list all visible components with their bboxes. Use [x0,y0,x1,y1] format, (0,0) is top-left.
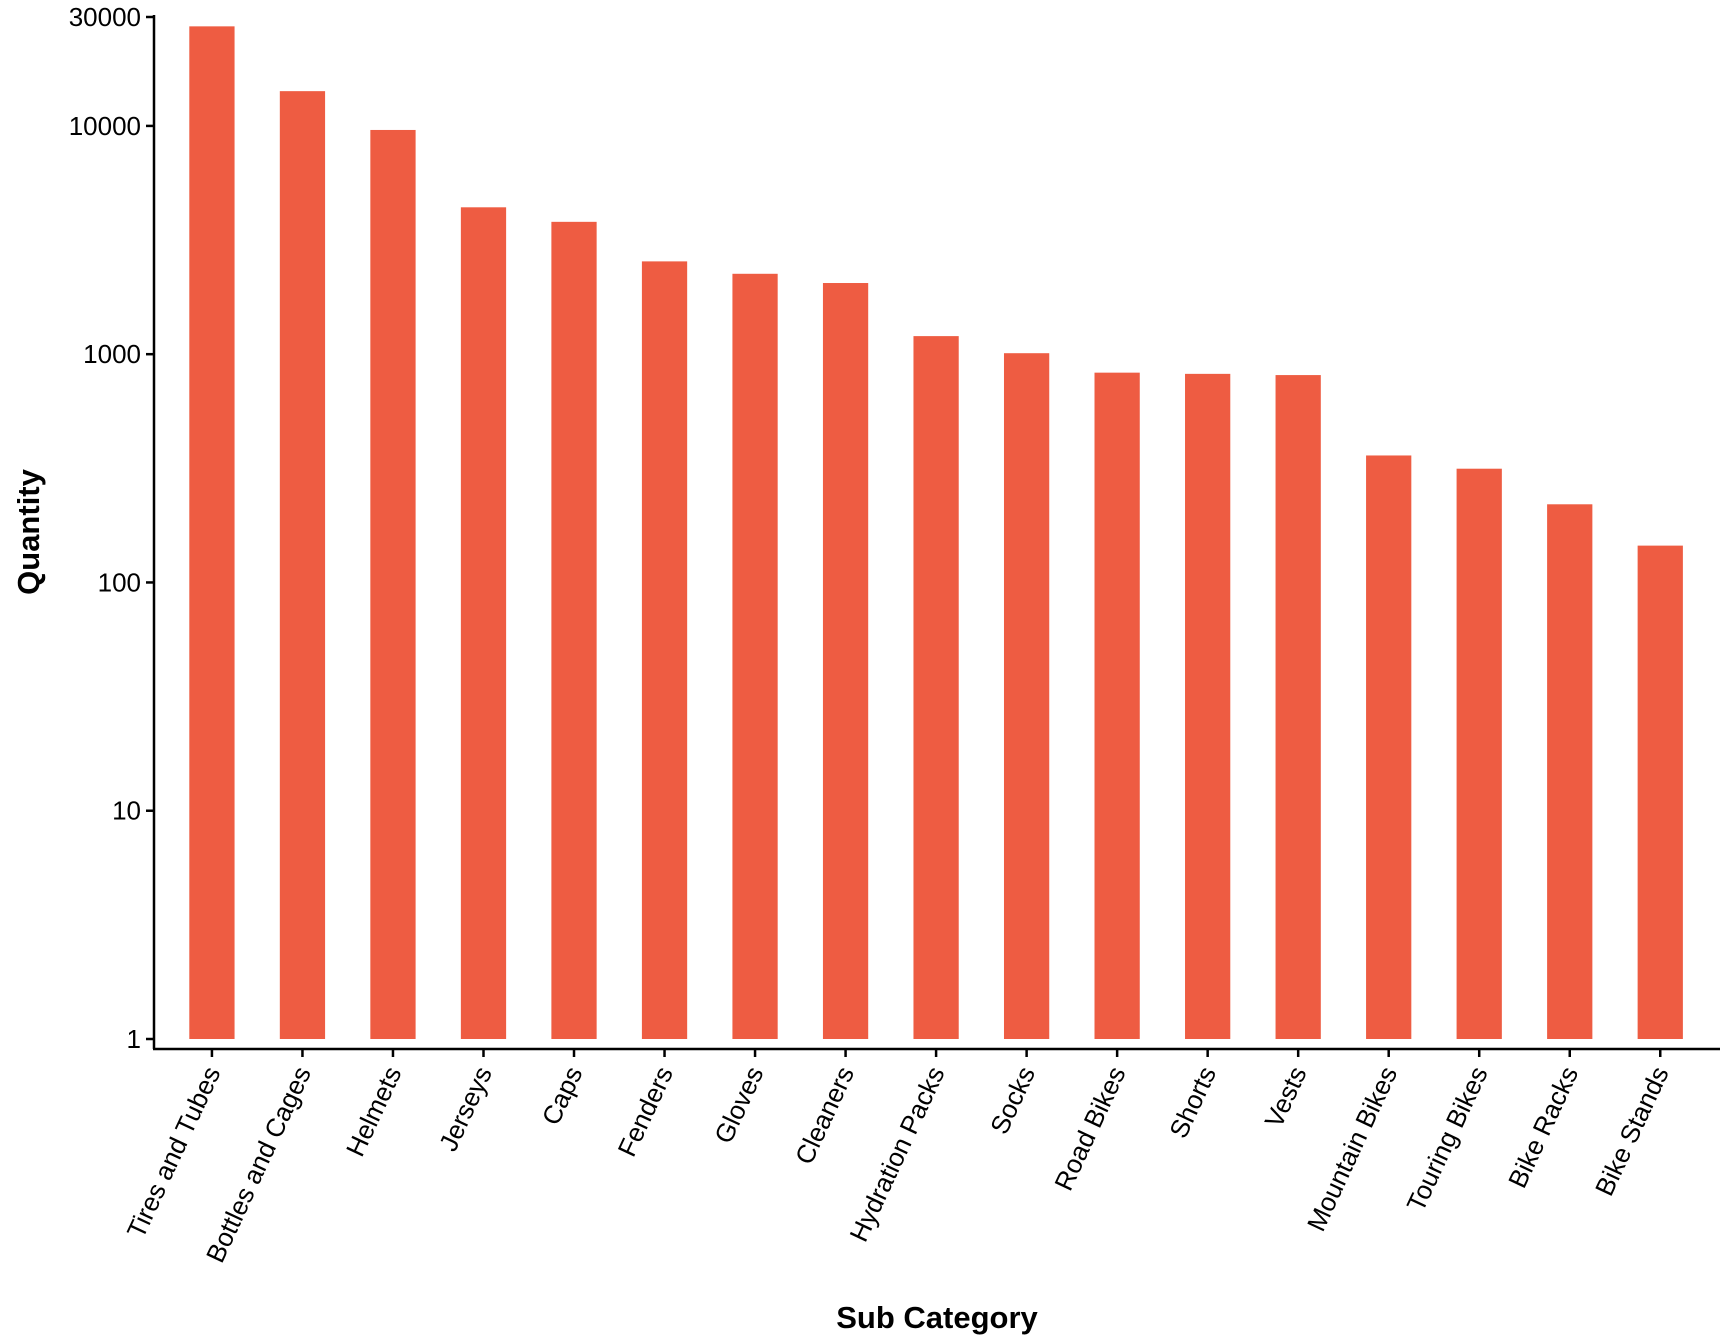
bar-vests [1275,375,1321,1040]
x-tick-label: Shorts [1163,1062,1222,1143]
x-tick-label: Bike Stands [1589,1062,1675,1200]
bar-shorts [1185,373,1231,1040]
bar-mountain-bikes [1366,455,1412,1040]
bar-jerseys [460,207,507,1040]
y-tick-label: 30000 [69,2,141,32]
x-tick-label: Tires and Tubes [121,1062,227,1243]
y-tick-label: 1 [127,1024,141,1054]
x-tick-label: Caps [536,1062,589,1130]
bar-fenders [641,261,688,1040]
bar-caps [551,221,597,1039]
x-tick-label: Hydration Packs [843,1062,950,1246]
x-tick-label: Gloves [708,1062,769,1148]
x-tick-label: Road Bikes [1048,1062,1131,1195]
x-tick-label: Fenders [611,1062,679,1161]
x-tick-label: Cleaners [789,1062,860,1169]
bar-bike-racks [1547,504,1593,1039]
y-tick-label: 100 [98,567,141,597]
y-axis-title: Quantity [11,468,46,594]
y-tick-label: 10 [112,796,141,826]
x-tick-label: Bike Racks [1502,1062,1584,1193]
x-tick-label: Vests [1259,1062,1313,1132]
bar-bike-stands [1637,545,1683,1039]
x-tick-label: Jerseys [433,1062,498,1156]
bar-helmets [370,129,416,1039]
y-ticks: 1 10 100 1000 10000 30000 [69,2,154,1054]
bars-layer [189,26,1683,1040]
x-axis-title: Sub Category [836,1300,1038,1335]
x-tick-label: Helmets [340,1062,407,1161]
y-tick-label: 1000 [83,339,141,369]
bar-socks [1003,353,1050,1040]
x-tick-label: Touring Bikes [1401,1062,1494,1216]
bar-touring-bikes [1456,468,1502,1040]
x-tick-label: Mountain Bikes [1301,1062,1403,1236]
bar-cleaners [822,283,869,1039]
bar-hydration-packs [913,336,959,1039]
bar-gloves [732,273,778,1040]
x-tick-label: Socks [984,1062,1041,1139]
bar-bottles-and-cages [279,91,326,1040]
bar-road-bikes [1094,372,1140,1040]
bar-tires-and-tubes [189,26,235,1040]
y-tick-label: 10000 [69,111,141,141]
